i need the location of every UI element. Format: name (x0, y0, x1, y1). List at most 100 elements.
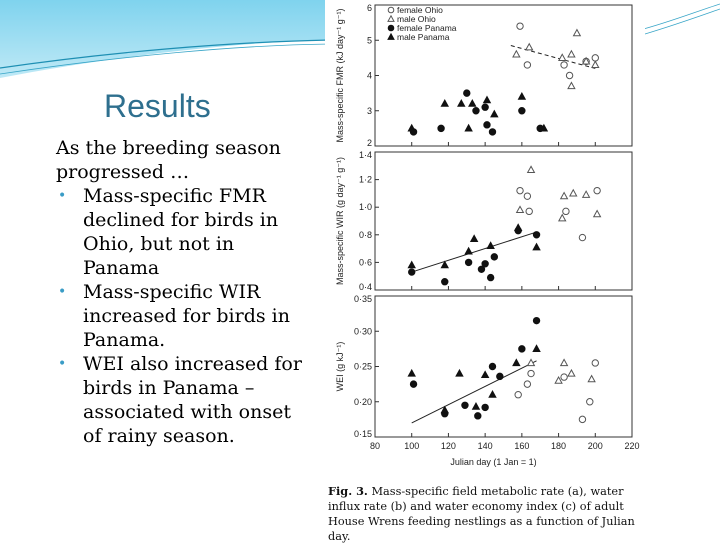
data-point (557, 213, 567, 222)
slide-title: Results (104, 88, 211, 124)
figure-3-charts: 2 3 4 5 6 Mass-specific FMR (kJ day⁻¹ g⁻¹) fem… (325, 0, 645, 540)
data-point (464, 123, 473, 132)
data-point (474, 412, 482, 420)
y-tick-label: 6 (367, 3, 372, 13)
data-point (408, 268, 416, 276)
data-point (562, 207, 570, 216)
bullet-list: • Mass-specific FMR declined for birds in… (56, 184, 306, 448)
data-point (524, 42, 534, 51)
y-tick-label: 0·20 (354, 397, 372, 407)
data-point (486, 241, 495, 249)
y-tick-label: 1·0 (359, 202, 372, 212)
header-wave (0, 0, 330, 78)
data-point (463, 89, 471, 97)
data-point (488, 362, 497, 371)
bullet-text: Mass-specific WIR increased for birds in… (83, 281, 290, 351)
bullet-icon: • (58, 284, 67, 300)
data-point (591, 54, 599, 62)
data-point (437, 124, 445, 133)
data-point (532, 231, 541, 239)
data-point (567, 368, 576, 377)
data-point (567, 49, 576, 58)
data-point (523, 61, 532, 69)
data-point (468, 99, 477, 107)
data-point (578, 415, 587, 424)
data-point (409, 380, 418, 388)
y-axis-label: WEI (g kJ⁻¹) (335, 342, 345, 392)
y-tick-label: 2 (367, 138, 372, 148)
data-point (488, 128, 497, 136)
x-axis-label: Julian day (1 Jan = 1) (450, 457, 536, 467)
x-tick-label: 200 (588, 441, 603, 451)
data-point (586, 398, 594, 406)
data-point (560, 373, 568, 381)
data-point (513, 223, 523, 231)
header-wave-line (0, 43, 331, 75)
bullet-icon: • (58, 356, 67, 372)
data-point (581, 190, 591, 198)
data-point (518, 345, 526, 353)
data-point (578, 233, 587, 242)
data-point (481, 403, 489, 412)
x-tick-label: 140 (478, 441, 493, 451)
data-point (440, 405, 450, 414)
header-wave-line (0, 39, 331, 69)
bullet-text: WEI also increased for birds in Panama –… (83, 353, 302, 447)
data-point (532, 316, 541, 325)
data-point (407, 123, 416, 132)
data-point (471, 402, 481, 410)
x-tick-label: 160 (514, 441, 529, 451)
data-point (581, 56, 591, 65)
data-point (532, 242, 541, 251)
data-point (483, 121, 491, 129)
data-point (523, 380, 532, 388)
y-tick-label: 0·6 (359, 257, 372, 267)
data-point (457, 99, 466, 107)
bullet-item: • Mass-specific FMR declined for birds in… (56, 184, 306, 280)
data-point (525, 207, 533, 216)
data-point (440, 99, 450, 107)
y-tick-label: 3 (367, 106, 372, 116)
data-point (516, 22, 524, 30)
data-point (440, 260, 450, 269)
slide-decoration (0, 0, 720, 78)
legend-label: female Ohio (397, 5, 443, 15)
slide-body: As the breeding season progressed … • Mas… (56, 136, 306, 448)
data-point (490, 253, 499, 261)
legend-marker (387, 32, 395, 40)
data-point (591, 60, 600, 69)
trend-line (510, 45, 596, 69)
corner-wave-line (644, 8, 720, 35)
data-point (591, 359, 599, 367)
data-point (587, 374, 596, 383)
legend-label: male Ohio (397, 14, 436, 24)
y-tick-label: 0·4 (359, 282, 372, 292)
data-point (407, 260, 416, 269)
data-point (526, 165, 536, 174)
y-tick-label: 1·2 (359, 175, 372, 185)
y-axis-label: Mass-specific FMR (kJ day⁻¹ g⁻¹) (335, 8, 345, 142)
data-point (477, 265, 486, 273)
plot-frame (374, 151, 633, 291)
intro-text: As the breeding season progressed … (56, 137, 281, 183)
x-tick-label: 220 (624, 441, 639, 451)
legend-marker (387, 24, 395, 32)
data-point (559, 191, 569, 200)
data-point (512, 358, 521, 367)
data-point (518, 107, 526, 115)
y-tick-label: 0·15 (354, 429, 372, 439)
data-point (480, 370, 490, 379)
data-point (559, 358, 569, 367)
y-axis-label: Mass-specific WIR (g day⁻¹ g⁻¹) (335, 157, 345, 285)
data-point (526, 358, 536, 367)
data-point (481, 260, 489, 268)
y-tick-label: 0·8 (359, 230, 372, 240)
trend-line (411, 360, 537, 424)
data-point (569, 188, 578, 197)
data-point (488, 390, 497, 398)
data-point (464, 246, 473, 255)
data-point (516, 186, 524, 195)
data-point (539, 123, 549, 132)
data-point (407, 368, 416, 377)
data-point (464, 258, 473, 267)
